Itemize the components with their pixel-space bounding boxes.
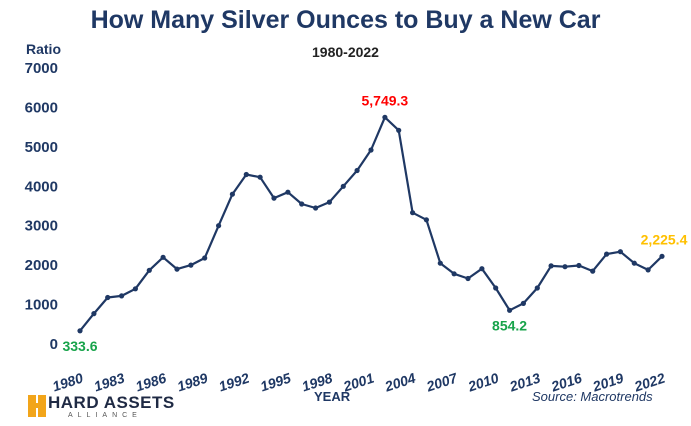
logo-sub-text: ALLIANCE bbox=[68, 412, 142, 419]
y-tick-label: 6000 bbox=[25, 99, 58, 116]
chart-title: How Many Silver Ounces to Buy a New Car bbox=[90, 6, 601, 34]
data-point bbox=[146, 267, 152, 273]
y-tick-label: 2000 bbox=[25, 257, 58, 274]
data-point bbox=[520, 300, 527, 306]
data-point bbox=[229, 191, 235, 197]
data-point bbox=[368, 147, 374, 153]
data-point bbox=[354, 167, 360, 174]
data-point bbox=[77, 328, 83, 334]
logo-main-text: HARD ASSETS bbox=[48, 393, 175, 412]
data-point bbox=[493, 285, 499, 291]
y-tick-label: 0 bbox=[50, 336, 58, 353]
x-tick-label: 2007 bbox=[424, 369, 461, 395]
data-point bbox=[271, 195, 277, 201]
x-tick-label: 2016 bbox=[548, 370, 584, 395]
data-point bbox=[285, 189, 291, 195]
data-point bbox=[243, 171, 249, 178]
data-point bbox=[216, 223, 222, 229]
data-point bbox=[562, 264, 568, 270]
data-point bbox=[548, 263, 554, 269]
x-tick-label: 1992 bbox=[217, 370, 252, 395]
data-point bbox=[645, 267, 651, 273]
data-point bbox=[410, 210, 416, 216]
data-point bbox=[534, 285, 540, 291]
data-point bbox=[617, 249, 624, 255]
y-axis-label: Ratio bbox=[26, 41, 61, 57]
data-point bbox=[659, 253, 665, 259]
y-tick-label: 4000 bbox=[25, 178, 58, 195]
data-point bbox=[465, 275, 471, 282]
data-label: 2,225.4 bbox=[641, 231, 688, 247]
x-tick-label: 1986 bbox=[133, 370, 168, 395]
data-point bbox=[91, 311, 97, 317]
data-point bbox=[174, 266, 180, 272]
data-point bbox=[423, 217, 429, 223]
data-point bbox=[257, 174, 263, 180]
data-point bbox=[299, 201, 305, 207]
x-axis-label: YEAR bbox=[314, 389, 351, 404]
x-tick-label: 1980 bbox=[50, 370, 85, 395]
x-tick-label: 1983 bbox=[92, 370, 127, 395]
data-point bbox=[604, 251, 610, 257]
data-point bbox=[132, 286, 138, 292]
x-tick-label: 1995 bbox=[258, 370, 293, 395]
data-point bbox=[507, 307, 513, 313]
data-point bbox=[160, 254, 166, 260]
data-point bbox=[451, 271, 457, 277]
data-point bbox=[188, 262, 194, 268]
x-tick-label: 2004 bbox=[382, 370, 418, 395]
x-tick-label: 2022 bbox=[631, 370, 667, 395]
data-point bbox=[631, 260, 637, 266]
data-point bbox=[479, 266, 485, 272]
y-tick-label: 7000 bbox=[25, 60, 58, 77]
y-tick-label: 3000 bbox=[25, 218, 58, 235]
x-tick-label: 2010 bbox=[465, 370, 501, 395]
x-tick-label: 1989 bbox=[175, 370, 210, 395]
data-point bbox=[105, 294, 111, 301]
x-tick-label: 2013 bbox=[507, 370, 543, 395]
data-point bbox=[437, 260, 443, 266]
hard-assets-alliance-logo: HARD ASSETS ALLIANCE bbox=[28, 393, 218, 423]
y-tick-label: 1000 bbox=[25, 297, 58, 314]
x-tick-label: 1998 bbox=[300, 370, 335, 395]
data-label: 333.6 bbox=[62, 338, 97, 354]
data-point bbox=[396, 127, 402, 133]
data-point bbox=[119, 293, 125, 299]
data-point bbox=[202, 255, 208, 261]
data-label: 854.2 bbox=[492, 317, 527, 333]
chart-subtitle: 1980-2022 bbox=[312, 44, 379, 60]
data-point bbox=[340, 183, 346, 189]
y-tick-label: 5000 bbox=[25, 139, 58, 156]
data-point bbox=[576, 262, 582, 269]
logo-mark-icon bbox=[28, 395, 46, 417]
data-point bbox=[590, 268, 596, 274]
source-note: Source: Macrotrends bbox=[532, 389, 653, 404]
data-point bbox=[326, 199, 332, 205]
data-label: 5,749.3 bbox=[361, 92, 408, 108]
data-point bbox=[382, 114, 388, 120]
x-tick-label: 2001 bbox=[340, 370, 376, 395]
data-point bbox=[313, 205, 319, 211]
x-tick-label: 2019 bbox=[590, 370, 626, 395]
